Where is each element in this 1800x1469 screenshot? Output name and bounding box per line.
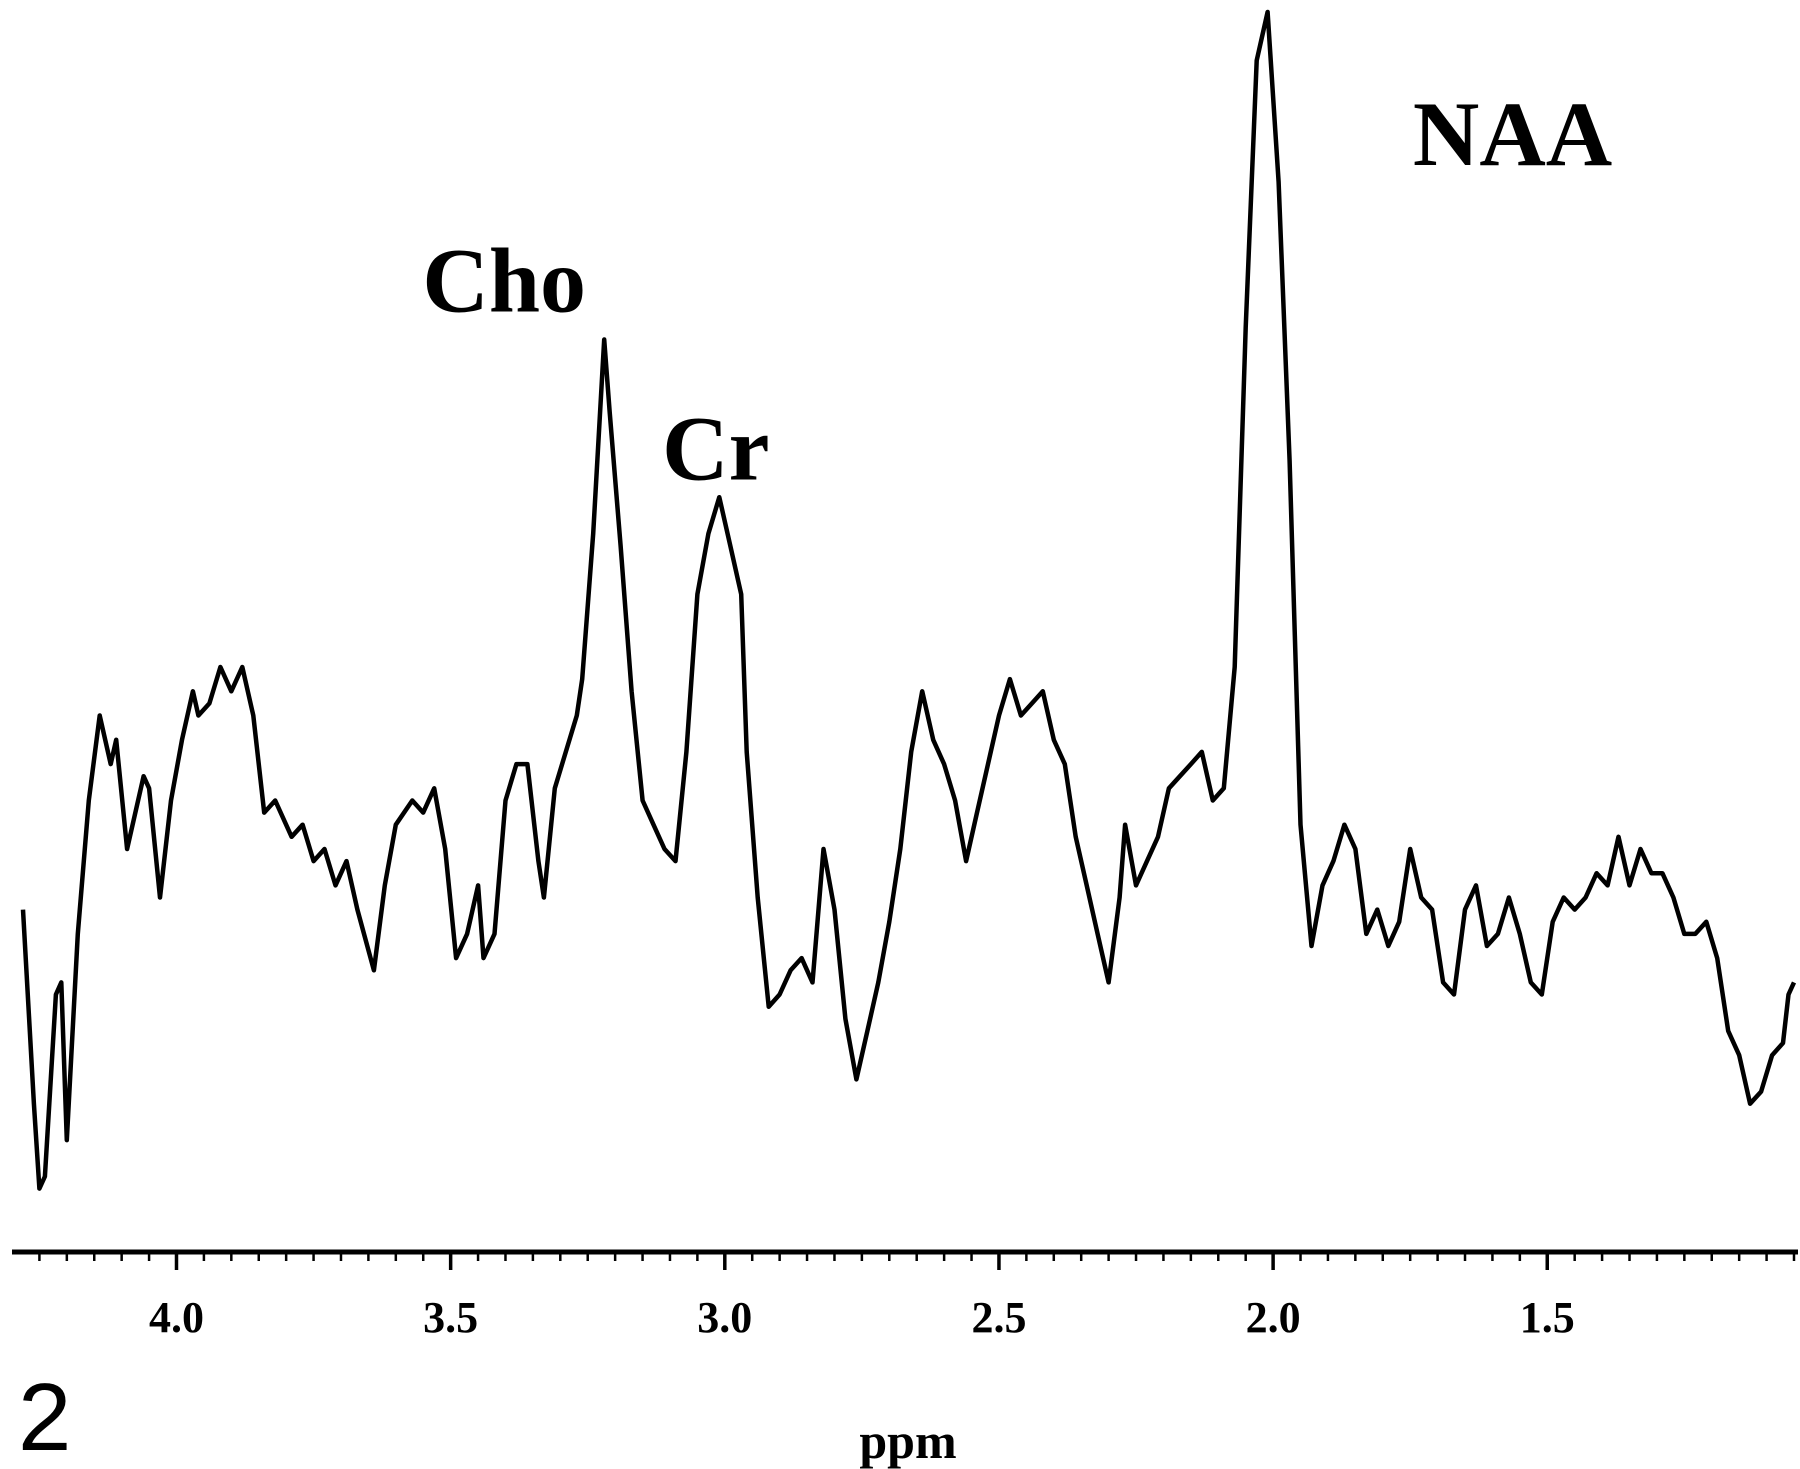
x-tick-label: 4.0	[149, 1293, 204, 1342]
x-axis: 4.0 3.5 3.0 2.5 2.0 1.5	[12, 1249, 1798, 1342]
x-tick-label: 3.5	[423, 1293, 478, 1342]
peak-label-cho: Cho	[422, 230, 586, 332]
peak-label-naa: NAA	[1413, 83, 1612, 185]
x-tick-label: 2.0	[1246, 1293, 1301, 1342]
x-tick-label: 2.5	[972, 1293, 1027, 1342]
x-tick-label: 1.5	[1520, 1293, 1575, 1342]
plot-area	[20, 9, 1797, 1191]
peak-labels: Cho Cr NAA	[422, 83, 1612, 499]
peak-label-cr: Cr	[662, 397, 769, 499]
spectrum-line-0	[20, 9, 1797, 1191]
x-tick-label: 3.0	[697, 1293, 752, 1342]
x-axis-title: ppm	[859, 1413, 956, 1469]
panel-label: 2	[18, 1364, 71, 1469]
